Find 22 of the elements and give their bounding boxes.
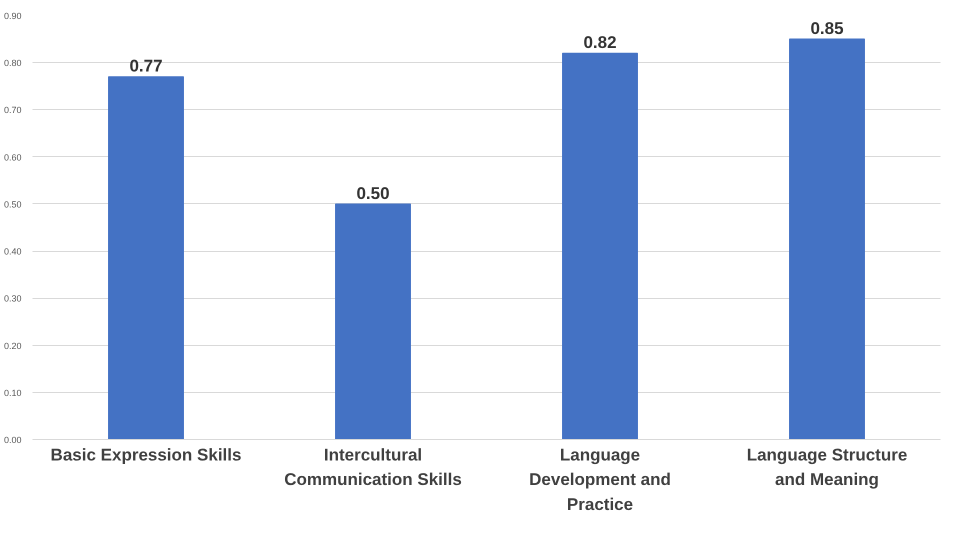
y-tick-label: 0.30 <box>4 294 22 304</box>
y-tick-label: 0.00 <box>4 435 22 445</box>
x-tick-label: Language Development and Practice <box>529 446 671 514</box>
y-tick-label: 0.50 <box>4 199 22 210</box>
y-tick-label: 0.80 <box>4 58 22 68</box>
y-tick-label: 0.10 <box>4 388 22 398</box>
data-label: 0.82 <box>583 33 617 52</box>
x-tick-label: Intercultural Communication Skills <box>284 446 462 490</box>
y-tick-label: 0.90 <box>4 11 22 21</box>
bar <box>789 38 865 440</box>
bar <box>335 203 411 440</box>
y-tick-label: 0.40 <box>4 246 22 257</box>
data-label: 0.77 <box>129 56 163 76</box>
data-label: 0.85 <box>810 19 844 38</box>
y-tick-label: 0.20 <box>4 340 22 351</box>
x-tick-label: Basic Expression Skills <box>50 446 242 464</box>
y-tick-label: 0.70 <box>4 105 22 116</box>
bar <box>562 52 638 440</box>
y-tick-label: 0.60 <box>4 152 22 162</box>
bar <box>108 76 184 440</box>
data-label: 0.50 <box>356 184 390 203</box>
x-tick-label: Language Structure and Meaning <box>746 446 908 490</box>
